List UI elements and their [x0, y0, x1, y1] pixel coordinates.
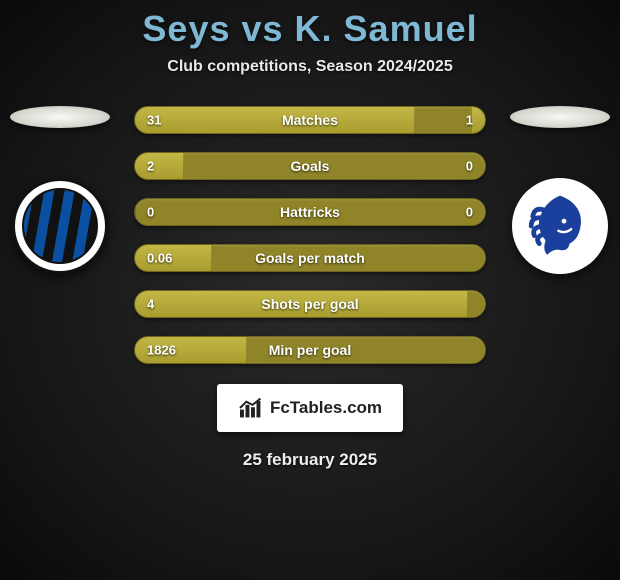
player-left-silhouette: [10, 106, 110, 128]
stat-label: Goals per match: [255, 250, 365, 266]
snapshot-date: 25 february 2025: [0, 450, 620, 470]
subtitle: Club competitions, Season 2024/2025: [0, 58, 620, 76]
stat-fill-left: [135, 107, 415, 133]
club-logo-right: [512, 178, 608, 274]
stat-value-left: 4: [147, 297, 154, 312]
player-right-silhouette: [510, 106, 610, 128]
player-left-column: [0, 106, 120, 274]
stat-row: 0 Hattricks 0: [134, 198, 486, 226]
stat-value-right: 0: [466, 159, 473, 174]
stat-value-right: 0: [466, 205, 473, 220]
stat-value-right: 1: [466, 113, 473, 128]
stat-fill-left: [135, 199, 136, 225]
stat-row: 2 Goals 0: [134, 152, 486, 180]
stat-row: 0.06 Goals per match: [134, 244, 486, 272]
stat-value-left: 31: [147, 113, 161, 128]
stat-value-left: 0: [147, 205, 154, 220]
stat-row: 1826 Min per goal: [134, 336, 486, 364]
stat-label: Matches: [282, 112, 338, 128]
fctables-chart-icon: [238, 397, 264, 419]
stat-value-left: 1826: [147, 343, 176, 358]
brand-text: FcTables.com: [270, 398, 382, 418]
stat-label: Shots per goal: [261, 296, 358, 312]
stat-fill-right: [471, 107, 485, 133]
brand-box[interactable]: FcTables.com: [217, 384, 403, 432]
comparison-arena: 31 Matches 1 2 Goals 0 0 Hattricks 0 0.06 Goals pe…: [0, 106, 620, 364]
stat-value-left: 0.06: [147, 251, 172, 266]
player-right-column: [500, 106, 620, 274]
stat-value-left: 2: [147, 159, 154, 174]
stat-label: Min per goal: [269, 342, 351, 358]
stat-row: 4 Shots per goal: [134, 290, 486, 318]
gent-indian-head-icon: [520, 186, 600, 266]
stat-fill-left: [135, 153, 184, 179]
club-brugge-stripes-icon: [22, 188, 98, 264]
club-logo-left: [12, 178, 108, 274]
stat-row: 31 Matches 1: [134, 106, 486, 134]
stat-label: Goals: [291, 158, 330, 174]
stats-bars: 31 Matches 1 2 Goals 0 0 Hattricks 0 0.06 Goals pe…: [134, 106, 486, 364]
page-title: Seys vs K. Samuel: [0, 0, 620, 50]
stat-label: Hattricks: [280, 204, 340, 220]
